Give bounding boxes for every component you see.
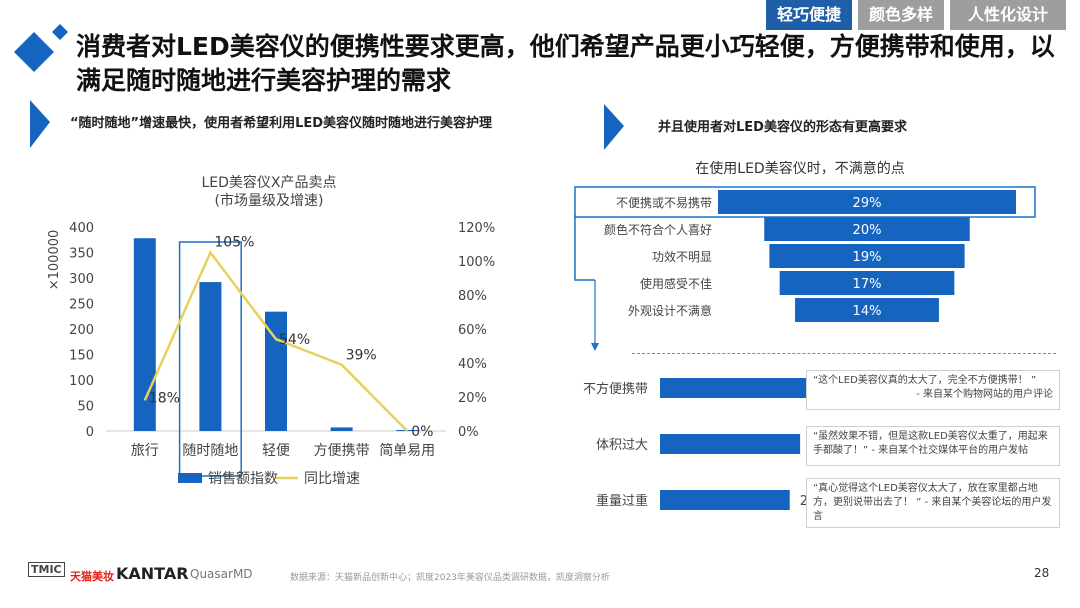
issue-category-label: 体积过大 xyxy=(596,438,648,453)
kantar-logo: KANTAR xyxy=(116,564,189,583)
y-tick-label: 250 xyxy=(69,298,94,313)
page-title: 消费者对LED美容仪的便携性要求更高，他们希望产品更小巧轻便，方便携带和使用，以… xyxy=(76,32,1055,95)
growth-label: 18% xyxy=(149,390,180,406)
dissatisfaction-funnel-chart: 29% 不便携或不易携带 20% 颜色不符合个人喜好 19% 功效不明显 17% 使用感受不佳… xyxy=(574,186,1036,351)
y2-tick-label: 0% xyxy=(458,425,479,440)
y-tick-label: 0 xyxy=(86,425,94,440)
quote-2-text: “虽然效果不错，但是这款LED美容仪太重了，用起来手都酸了！” xyxy=(813,431,1048,456)
bar xyxy=(199,282,222,431)
bar xyxy=(133,238,156,431)
tag-human-design[interactable]: 人性化设计 xyxy=(950,0,1066,30)
issue-category-label: 不方便携带 xyxy=(583,381,648,397)
left-subtitle: “随时随地”增速最快，使用者希望利用LED美容仪随时随地进行美容护理 xyxy=(70,116,493,131)
tag-colors[interactable]: 颜色多样 xyxy=(858,0,944,30)
y-tick-label: 200 xyxy=(69,323,94,338)
x-tick-label: 简单易用 xyxy=(379,442,435,459)
growth-label: 0% xyxy=(411,424,433,440)
issue-category-label: 重量过重 xyxy=(596,493,648,509)
right-section-arrow-icon xyxy=(604,104,624,150)
y-tick-label: 400 xyxy=(69,221,94,236)
growth-label: 39% xyxy=(346,348,377,364)
chart1-title: LED美容仪X产品卖点 xyxy=(201,174,336,191)
highlight-box xyxy=(178,241,242,477)
y-tick-label: 350 xyxy=(69,247,94,262)
funnel-bar xyxy=(718,190,1016,214)
funnel-value-label: 29% xyxy=(853,196,882,211)
arrow-down-icon xyxy=(591,343,599,351)
y2-tick-label: 40% xyxy=(458,357,487,372)
funnel-bar xyxy=(795,298,939,322)
user-quote-2: “虽然效果不错，但是这款LED美容仪太重了，用起来手都酸了！” - 来自某个社交… xyxy=(806,426,1060,466)
x-tick-label: 方便携带 xyxy=(314,443,370,459)
bracket-line xyxy=(574,215,595,281)
funnel-category-label: 颜色不符合个人喜好 xyxy=(604,222,712,237)
funnel-category-label: 不便携或不易携带 xyxy=(616,195,712,210)
y2-tick-label: 80% xyxy=(458,289,487,304)
issue-value-label: 25% xyxy=(800,494,810,509)
y-tick-label: 300 xyxy=(69,272,94,287)
y-tick-label: 150 xyxy=(69,349,94,364)
issue-bar xyxy=(660,378,810,398)
funnel-value-label: 19% xyxy=(853,250,882,265)
legend-line-label: 同比增速 xyxy=(304,471,360,487)
quote-1-text: “这个LED美容仪真的太大了，完全不方便携带！ ” xyxy=(813,375,1037,386)
section-divider xyxy=(632,353,1056,354)
funnel-value-label: 17% xyxy=(853,277,882,292)
tag-portable[interactable]: 轻巧便捷 xyxy=(766,0,852,30)
funnel-value-label: 20% xyxy=(853,223,882,238)
data-source: 数据来源：天猫新品创新中心；凯度2023年美容仪品类调研数据，凯度洞察分析 xyxy=(290,573,610,583)
portability-issue-chart: 不方便携带37%体积过大27%重量过重25% xyxy=(583,378,810,510)
funnel-category-label: 使用感受不佳 xyxy=(640,276,712,291)
funnel-bar xyxy=(779,271,955,295)
y2-tick-label: 100% xyxy=(458,255,495,270)
bar xyxy=(330,427,353,431)
market-size-chart: LED美容仪X产品卖点 (市场量级及增速) ×100000 0 50 100 150 2… xyxy=(47,174,495,487)
tmic-logo: TMIC xyxy=(28,562,65,577)
y2-tick-label: 60% xyxy=(458,323,487,338)
issue-bar xyxy=(660,490,790,510)
user-quote-3: “真心觉得这个LED美容仪太大了，放在家里都占地方，更别说带出去了！ ” - 来… xyxy=(806,478,1060,528)
quote-1-source: - 来自某个购物网站的用户评论 xyxy=(916,389,1053,400)
dissatisfaction-chart-title: 在使用LED美容仪时，不满意的点 xyxy=(695,161,905,177)
quote-3-text: “真心觉得这个LED美容仪太大了，放在家里都占地方，更别说带出去了！ ” xyxy=(813,483,1038,508)
chart1-ylabel: ×100000 xyxy=(47,230,62,291)
funnel-highlight-box xyxy=(574,186,1036,218)
quote-2-source: - 来自某个社交媒体平台的用户发帖 xyxy=(871,445,1029,456)
quote-3-source: - 来自某个美容论坛的用户发言 xyxy=(813,497,1052,522)
y2-tick-label: 120% xyxy=(458,221,495,236)
y-tick-label: 100 xyxy=(69,374,94,389)
growth-line xyxy=(143,250,409,432)
page-number: 28 xyxy=(1034,566,1050,580)
tmall-beauty-logo: 天猫美妆 xyxy=(70,570,114,583)
y2-tick-label: 20% xyxy=(458,391,487,406)
issue-bar xyxy=(660,434,801,454)
funnel-bar xyxy=(769,244,965,268)
growth-label: 54% xyxy=(279,332,310,348)
legend-bar-swatch xyxy=(178,473,202,483)
y-tick-label: 50 xyxy=(77,400,94,415)
header-diamond-icon xyxy=(14,24,68,72)
quasar-logo: QuasarMD xyxy=(190,567,253,581)
legend-bar-label: 销售额指数 xyxy=(208,471,278,487)
funnel-bar xyxy=(764,217,970,241)
funnel-category-label: 功效不明显 xyxy=(652,249,712,264)
right-subtitle: 并且使用者对LED美容仪的形态有更高要求 xyxy=(658,120,907,135)
left-section-arrow-icon xyxy=(30,100,50,148)
x-tick-label: 轻便 xyxy=(262,443,290,459)
x-tick-label: 旅行 xyxy=(131,443,159,459)
x-tick-label: 随时随地 xyxy=(182,443,238,459)
funnel-value-label: 14% xyxy=(853,304,882,319)
chart1-subtitle: (市场量级及增速) xyxy=(215,192,324,209)
funnel-category-label: 外观设计不满意 xyxy=(628,303,712,318)
user-quote-1: “这个LED美容仪真的太大了，完全不方便携带！ ” - 来自某个购物网站的用户评… xyxy=(806,370,1060,410)
growth-label: 105% xyxy=(214,235,254,251)
